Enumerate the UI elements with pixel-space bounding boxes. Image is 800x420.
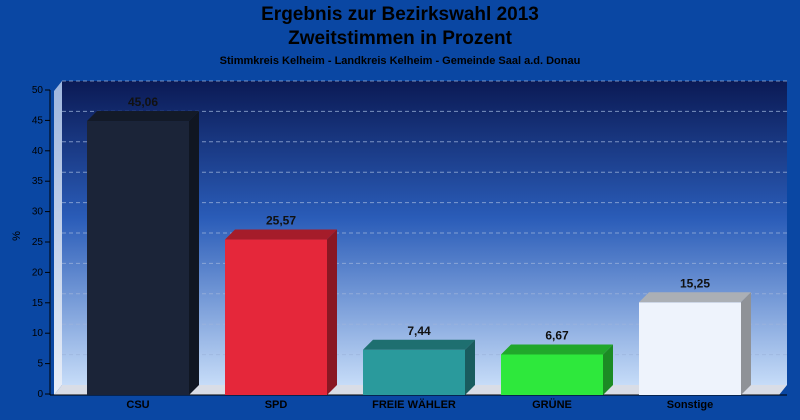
bar-side (741, 292, 751, 395)
x-tick-label: CSU (126, 399, 149, 411)
bars (87, 111, 751, 395)
bar-top (639, 292, 751, 303)
y-tick-label: 20 (32, 267, 44, 278)
chart-title-line2: Zweitstimmen in Prozent (288, 28, 512, 49)
x-tick-label: GRÜNE (532, 398, 572, 411)
bar (87, 121, 189, 395)
x-tick-label: FREIE WÄHLER (372, 398, 456, 411)
bar-value-label: 7,44 (407, 324, 431, 338)
y-tick-label: 15 (32, 298, 44, 309)
y-tick-label: 0 (37, 389, 43, 400)
y-tick-label: 5 (37, 359, 43, 370)
bar (639, 302, 741, 395)
bar (363, 349, 465, 395)
plot-left-wall (54, 81, 62, 395)
bar-value-label: 45,06 (128, 95, 158, 109)
y-tick-label: 45 (32, 115, 44, 126)
x-tick-label: Sonstige (667, 399, 713, 411)
bar-top (225, 229, 337, 240)
bar (225, 239, 327, 395)
bar-side (327, 229, 337, 395)
x-tick-label: SPD (265, 399, 288, 411)
chart-title-line1: Ergebnis zur Bezirkswahl 2013 (261, 4, 539, 25)
bar-value-label: 15,25 (680, 276, 710, 290)
bar-side (603, 344, 613, 395)
bar-top (363, 339, 475, 350)
bar-value-label: 6,67 (545, 328, 569, 342)
y-axis-label: % (11, 231, 23, 241)
y-tick-label: 35 (32, 176, 44, 187)
y-tick-label: 50 (32, 85, 44, 96)
y-tick-label: 25 (32, 237, 44, 248)
bar-side (465, 339, 475, 395)
labels: 45,06 CSU 25,57 SPD 7,44 FREIE WÄHLER 6,67 GRÜN… (126, 95, 713, 411)
bar-top (87, 111, 199, 122)
chart-subtitle: Stimmkreis Kelheim - Landkreis Kelheim -… (219, 55, 581, 67)
y-tick-label: 40 (32, 146, 44, 157)
bar (501, 354, 603, 395)
bar-side (189, 111, 199, 395)
y-tick-label: 10 (32, 328, 44, 339)
y-tick-label: 30 (32, 207, 44, 218)
bar-top (501, 344, 613, 355)
bar-value-label: 25,57 (266, 214, 296, 228)
